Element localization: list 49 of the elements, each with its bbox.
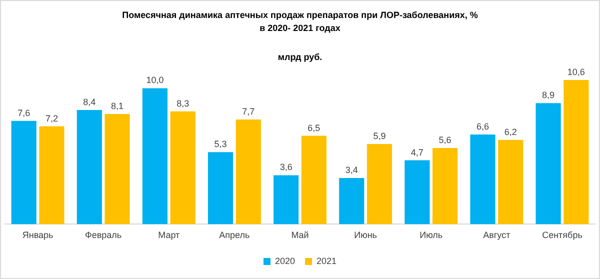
bar [142,88,168,224]
data-label: 4,7 [410,147,424,158]
data-label: 5,6 [438,135,452,146]
data-label: 7,7 [242,106,255,116]
bar [76,110,102,224]
bar [170,111,196,224]
x-tick-label: Июнь [354,230,378,240]
bar [236,119,261,224]
data-label: 10,6 [567,67,585,78]
data-label: 8,1 [111,101,124,112]
data-label: 6,6 [476,121,489,132]
bar [470,134,496,224]
bar [39,126,64,224]
bar [536,103,561,224]
bar [404,160,430,224]
bar [104,114,130,224]
legend-label: 2020 [274,256,296,266]
x-tick-label: Май [291,230,309,240]
x-tick-label: Апрель [219,230,250,240]
x-tick-label: Июль [420,230,443,240]
data-label: 3,4 [345,164,358,175]
bar [339,178,364,224]
data-label: 5,9 [373,130,386,141]
x-tick-label: Январь [22,230,54,240]
chart-title: Помесячная динамика аптечных продаж препаратов при ЛОР-заболеваниях, % в 2020- 2021 годах [121,9,479,35]
data-label: 6,2 [504,126,517,137]
bar [498,140,524,224]
bar [432,148,458,224]
data-label: 8,9 [542,90,555,100]
bar [208,152,234,224]
x-tick-label: Сентябрь [542,230,583,240]
bar [274,175,299,224]
data-label: 8,3 [176,98,190,108]
x-tick-label: Март [158,230,180,240]
data-label: 5,3 [214,139,227,150]
x-tick-label: Февраль [85,230,122,240]
bar [11,120,36,224]
data-label: 10,0 [146,75,164,86]
bar [301,136,326,224]
legend-label: 2021 [316,256,337,266]
data-label: 8,4 [83,96,96,107]
bar [366,144,392,224]
x-tick-label: Август [483,230,510,240]
data-label: 7,2 [45,113,58,124]
data-label: 3,6 [280,162,292,172]
data-label: 6,5 [308,122,320,133]
chart-subtitle: млрд руб. [276,52,324,62]
data-label: 7,6 [18,108,30,118]
bar [564,80,589,224]
